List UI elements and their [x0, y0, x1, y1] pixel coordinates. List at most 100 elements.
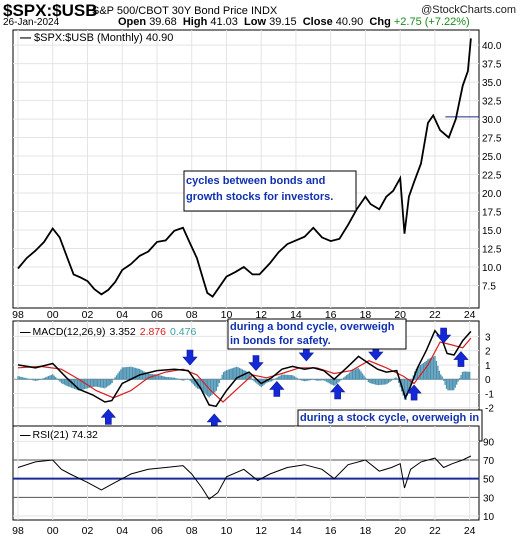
macd-histogram-bar	[79, 379, 81, 391]
rsi-legend-marker: —	[20, 429, 31, 441]
price-gridlines	[13, 30, 479, 308]
macd-histogram-bar	[306, 379, 309, 381]
macd-histogram-bar	[448, 379, 451, 391]
macd-histogram-bar	[305, 379, 307, 382]
x-tick-label: 22	[429, 525, 441, 537]
macd-histogram-bar	[395, 377, 397, 380]
macd-histogram-bar	[28, 378, 31, 380]
macd-histogram-bar	[27, 378, 29, 380]
macd-histogram-bar	[372, 379, 374, 384]
macd-histogram-bar	[276, 377, 278, 380]
macd-histogram-bar	[224, 371, 226, 380]
rsi-line	[17, 455, 472, 500]
macd-histogram-bar	[237, 367, 239, 380]
macd-histogram-bar	[299, 379, 301, 381]
macd-histogram-bar	[160, 375, 163, 380]
macd-histogram-bar	[130, 366, 132, 380]
macd-histogram-bar	[334, 379, 336, 386]
price-y-tick: 12.5	[482, 245, 502, 256]
macd-histogram-bar	[279, 375, 281, 380]
macd-histogram-bar	[387, 379, 390, 383]
macd-histogram-bar	[59, 379, 61, 382]
macd-histogram-bar	[380, 379, 383, 385]
macd-histogram-bar	[390, 379, 393, 381]
macd-histogram-bar	[147, 373, 149, 380]
macd-histogram-bar	[107, 379, 109, 387]
macd-histogram-bar	[416, 367, 419, 380]
x-tick-label: 22	[429, 309, 441, 321]
macd-histogram-bar	[296, 378, 299, 380]
macd-histogram-bar	[98, 379, 100, 388]
price-legend-marker: —	[20, 32, 31, 44]
macd-histogram-bar	[231, 368, 233, 380]
macd-histogram-bar	[315, 379, 317, 381]
ohlc-readout: Open 39.68 High 41.03 Low 39.15 Close 40…	[118, 16, 470, 28]
macd-histogram-bar	[327, 379, 329, 383]
macd-histogram-bar	[186, 378, 189, 380]
macd-histogram-bar	[110, 379, 112, 385]
macd-histogram-bar	[39, 379, 41, 381]
close-label: Close	[302, 16, 333, 28]
macd-histogram-bar	[76, 379, 79, 391]
macd-histogram-bar	[403, 379, 406, 400]
macd-histogram-bar	[24, 377, 26, 380]
macd-histogram-bar	[66, 379, 68, 387]
macd-histogram-bar	[427, 359, 429, 380]
macd-histogram-bar	[382, 379, 384, 385]
macd-histogram-bar	[115, 375, 118, 380]
macd-histogram-bar	[180, 379, 183, 381]
macd-histogram-bar	[133, 367, 135, 380]
macd-histogram-bar	[42, 378, 44, 380]
macd-histogram-bar	[332, 379, 335, 386]
macd-histogram-bar	[441, 376, 443, 380]
rsi-y-tick: 70	[483, 456, 495, 467]
macd-histogram-bar	[309, 379, 312, 381]
x-tick-label: 14	[290, 525, 302, 537]
rsi-y-tick: 30	[483, 493, 495, 504]
macd-histogram-bar	[288, 374, 290, 380]
macd-histogram-bar	[94, 379, 96, 387]
macd-histogram-bar	[377, 379, 380, 386]
x-tick-label: 04	[116, 525, 128, 537]
macd-y-tick: 3	[485, 332, 491, 343]
macd-histogram-bar	[47, 376, 50, 380]
bond-annotation: during a bond cycle, overweigh in bonds …	[230, 321, 395, 347]
rsi-legend: — RSI(21) 74.32	[20, 429, 98, 441]
macd-histogram-bar	[192, 379, 194, 385]
macd-histogram-bar	[244, 370, 246, 380]
macd-histogram-bar	[228, 369, 231, 380]
macd-histogram-bar	[144, 372, 147, 380]
macd-histogram-bar	[421, 364, 423, 380]
macd-histogram-bar	[325, 379, 328, 382]
macd-histogram-bar	[250, 376, 252, 380]
macd-histogram-bar	[198, 379, 200, 390]
macd-histogram-bar	[17, 376, 19, 380]
macd-histogram-bar	[214, 379, 216, 393]
macd-histogram-bar	[182, 379, 184, 381]
macd-histogram-bar	[366, 379, 368, 381]
macd-histogram-bar	[75, 379, 77, 390]
macd-histogram-bar	[328, 379, 330, 384]
macd-histogram-bar	[253, 379, 255, 382]
macd-histogram-bar	[141, 370, 144, 380]
macd-histogram-bar	[298, 379, 300, 380]
macd-histogram-bar	[383, 379, 385, 385]
macd-histogram-bar	[46, 376, 48, 380]
macd-hist-value: 0.476	[170, 326, 196, 338]
macd-histogram-bar	[218, 379, 220, 384]
macd-y-tick: 1	[485, 361, 491, 372]
macd-histogram-bar	[101, 379, 103, 388]
macd-histogram-bar	[293, 376, 296, 380]
open-label: Open	[118, 16, 147, 28]
x-axis-top: 98 00 02 04 06 08 10 12 14 16 18 20 22 24	[12, 309, 475, 321]
x-tick-label: 06	[151, 309, 163, 321]
macd-histogram-bar	[52, 374, 54, 380]
macd-histogram-bar	[270, 379, 273, 382]
macd-histogram-bar	[162, 376, 164, 380]
macd-histogram-bar	[43, 377, 45, 380]
x-tick-label: 18	[360, 309, 372, 321]
macd-histogram-bar	[99, 379, 102, 388]
macd-histogram-bar	[81, 379, 83, 390]
macd-histogram-bar	[40, 379, 42, 380]
macd-histogram-bar	[167, 377, 170, 380]
